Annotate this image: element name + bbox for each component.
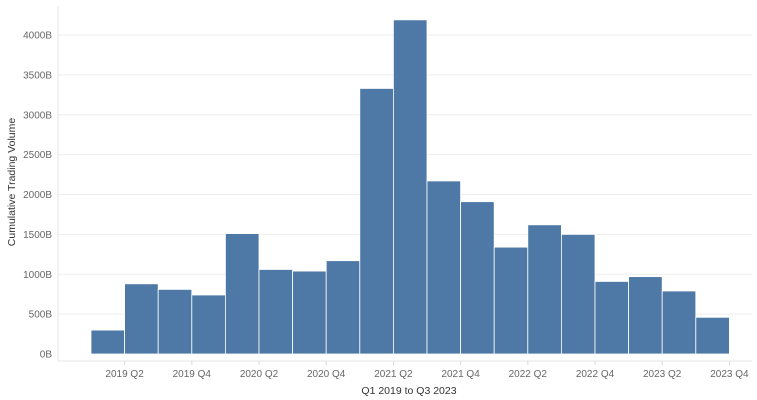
x-tick-label: 2019 Q2 [105, 369, 144, 380]
bars [90, 19, 730, 355]
x-tick-label: 2021 Q2 [374, 369, 413, 380]
bar-2021-q2 [392, 19, 428, 355]
y-tick-label: 4000B [23, 31, 52, 42]
bar-2019-q1 [90, 329, 125, 355]
bar-2020-q3 [292, 270, 327, 355]
bar-2019-q3 [157, 289, 193, 355]
x-tick-label: 2023 Q4 [710, 369, 749, 380]
x-tick-label: 2020 Q4 [307, 369, 346, 380]
bar-2022-q1 [493, 246, 529, 355]
bar-2022-q3 [561, 233, 596, 355]
bar-2023-q1 [628, 276, 663, 355]
bar-2023-q2 [661, 290, 697, 355]
x-tick-label: 2020 Q2 [240, 369, 279, 380]
y-tick-label: 2500B [23, 150, 52, 161]
y-axis-ticks: 0B 500B 1000B 1500B 2000B 2500B 3000B 3500B 4000… [23, 31, 52, 361]
bar-2019-q4 [191, 294, 226, 355]
bar-2020-q4 [325, 260, 361, 355]
x-tick-label: 2023 Q2 [643, 369, 682, 380]
x-tick-label: 2021 Q4 [441, 369, 480, 380]
x-axis-title: Q1 2019 to Q3 2023 [361, 385, 456, 397]
y-tick-label: 2000B [23, 190, 52, 201]
y-axis-title: Cumulative Trading Volume [6, 118, 18, 247]
x-tick-label: 2022 Q4 [576, 369, 615, 380]
y-tick-label: 3500B [23, 70, 52, 81]
y-tick-label: 1500B [23, 230, 52, 241]
bar-2021-q3 [426, 180, 461, 355]
bar-2023-q3 [695, 316, 730, 355]
x-tick-label: 2019 Q4 [173, 369, 212, 380]
y-tick-label: 0B [40, 350, 53, 361]
y-tick-label: 3000B [23, 110, 52, 121]
y-tick-label: 1000B [23, 270, 52, 281]
bar-2022-q2 [527, 224, 562, 355]
bar-2020-q2 [258, 269, 293, 355]
x-axis-ticks: 2019 Q2 2019 Q4 2020 Q2 2020 Q4 2021 Q2 2021 … [105, 361, 749, 380]
bar-2020-q1 [224, 233, 260, 355]
bar-2021-q1 [359, 88, 394, 355]
y-tick-label: 500B [29, 310, 53, 321]
bar-2019-q2 [124, 283, 159, 355]
x-tick-label: 2022 Q2 [509, 369, 548, 380]
bar-2022-q4 [594, 281, 629, 355]
bar-2021-q4 [460, 201, 495, 355]
